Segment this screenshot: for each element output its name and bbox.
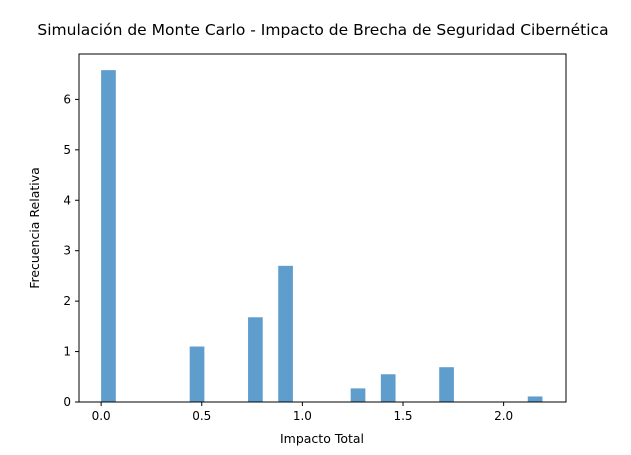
histogram-bar-5 [380, 374, 396, 402]
x-tick-label-2: 1.0 [293, 409, 312, 423]
y-tick-label-0: 0 [63, 395, 71, 409]
plot-frame [78, 53, 567, 403]
y-tick-label-2: 2 [63, 294, 71, 308]
histogram-bar-6 [439, 367, 454, 402]
histogram-bar-0 [101, 70, 116, 402]
x-axis-label: Impacto Total [280, 431, 364, 446]
x-tick-label-1: 0.5 [192, 409, 211, 423]
y-tick-label-3: 3 [63, 244, 71, 258]
chart-title: Simulación de Monte Carlo - Impacto de B… [37, 21, 608, 39]
y-tick-label-6: 6 [63, 92, 71, 106]
y-axis-ticks: 0 1 2 3 4 5 6 [63, 92, 79, 409]
bars-group [101, 70, 543, 402]
y-tick-label-4: 4 [63, 193, 71, 207]
histogram-bar-3 [278, 265, 293, 402]
histogram-bar-2 [248, 317, 263, 402]
histogram-bar-4 [350, 388, 366, 402]
histogram-bar-1 [189, 346, 205, 402]
x-tick-label-3: 1.5 [393, 409, 412, 423]
histogram-bar-7 [527, 396, 543, 402]
y-tick-label-1: 1 [63, 345, 71, 359]
y-tick-label-5: 5 [63, 143, 71, 157]
y-axis-label: Frecuencia Relativa [27, 167, 42, 289]
x-tick-label-0: 0.0 [92, 409, 111, 423]
x-tick-label-4: 2.0 [494, 409, 513, 423]
x-axis-ticks: 0.0 0.5 1.0 1.5 2.0 [92, 402, 513, 423]
